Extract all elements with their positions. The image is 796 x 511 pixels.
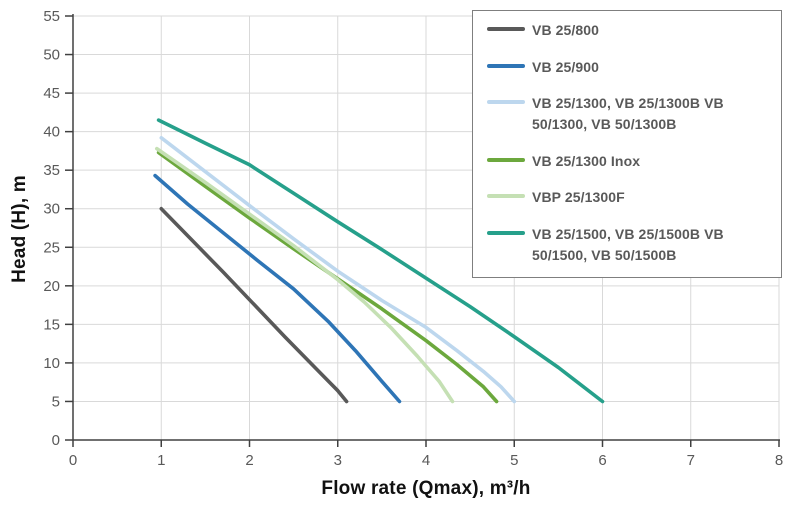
y-tick-label-40: 40 [43,124,60,141]
y-tick-label-15: 15 [43,316,60,333]
x-tick-label-1: 1 [157,452,165,469]
legend-label-1: VB 25/900 [532,58,600,75]
curve-vb-25-900 [153,173,402,404]
legend-swatch-4 [487,194,525,199]
x-tick-label-0: 0 [69,452,77,469]
x-tick-label-5: 5 [510,452,518,469]
y-tick-label-25: 25 [43,239,60,256]
legend-swatch-5 [487,230,525,235]
legend-label-0: VB 25/800 [532,22,600,38]
x-tick-label-2: 2 [245,452,253,469]
legend-swatch-3 [487,157,525,162]
curve-vb-25-1500-vb-25-1500b-vb-50-1 [156,118,605,404]
legend: VB 25/800 VB 25/900 VB 25/1300, VB 25/1300… [472,10,782,278]
legend-label-3: VB 25/1300 Inox [532,152,641,169]
x-tick-label-8: 8 [775,452,783,469]
curve-vb-25-800 [159,206,349,404]
y-tick-label-55: 55 [43,8,60,25]
legend-swatch-2 [487,100,525,105]
legend-label-4: VBP 25/1300F [532,189,625,206]
x-tick-label-6: 6 [598,452,606,469]
legend-item-vb-25-1300-inox: VB 25/1300 Inox [487,151,771,172]
x-axis-title: Flow rate (Qmax), m³/h [321,478,531,499]
legend-swatch-1 [487,63,525,68]
y-axis-title: Head (H), m [9,175,30,283]
curve-vbp-25-1300f [155,146,455,404]
y-tick-label-5: 5 [52,393,60,410]
legend-item-vb-25-1500-vb-25-1500b-vb-50-1: VB 25/1500, VB 25/1500B VB 50/1500, VB 5… [487,224,771,266]
y-tick-label-45: 45 [43,85,60,102]
legend-item-vb-25-800: VB 25/800 [487,20,771,41]
legend-label-2: VB 25/1300, VB 25/1300B VB 50/1300, VB 5… [532,95,724,133]
curve-vb-25-1300-inox [156,150,499,404]
x-tick-label-7: 7 [687,452,695,469]
curve-vb-25-1300-vb-25-1300b-vb-50-1 [159,136,517,404]
y-tick-label-10: 10 [43,355,60,372]
y-tick-label-35: 35 [43,162,60,179]
legend-item-vb-25-1300-vb-25-1300b-vb-50-1: VB 25/1300, VB 25/1300B VB 50/1300, VB 5… [487,93,771,135]
x-tick-label-4: 4 [422,452,430,469]
y-tick-label-0: 0 [52,432,60,449]
x-tick-label-3: 3 [334,452,342,469]
y-tick-label-30: 30 [43,201,60,218]
y-tick-label-50: 50 [43,47,60,64]
legend-label-5: VB 25/1500, VB 25/1500B VB 50/1500, VB 5… [532,225,724,263]
legend-item-vbp-25-1300f: VBP 25/1300F [487,187,771,208]
legend-item-vb-25-900: VB 25/900 [487,57,771,78]
legend-swatch-0 [487,27,525,31]
y-tick-label-20: 20 [43,278,60,295]
